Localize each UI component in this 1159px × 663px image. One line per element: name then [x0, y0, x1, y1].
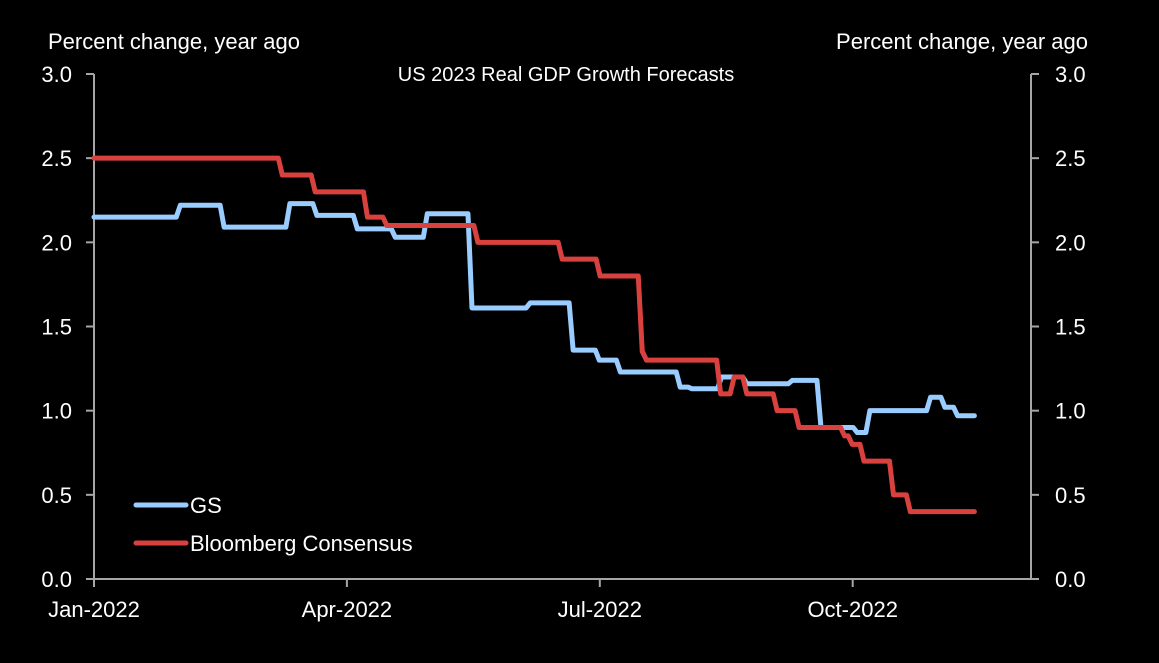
- y-tick-label-right: 3.0: [1055, 62, 1086, 87]
- x-tick-label: Jul-2022: [558, 597, 642, 622]
- x-tick-label: Oct-2022: [807, 597, 898, 622]
- y-tick-label-left: 2.0: [41, 230, 72, 255]
- y-tick-label-right: 0.5: [1055, 483, 1086, 508]
- y-tick-label-left: 2.5: [41, 146, 72, 171]
- chart-title: US 2023 Real GDP Growth Forecasts: [398, 64, 734, 86]
- y-tick-label-right: 2.0: [1055, 230, 1086, 255]
- legend-label-gs: GS: [190, 493, 222, 518]
- y-tick-label-left: 3.0: [41, 62, 72, 87]
- x-tick-label: Apr-2022: [302, 597, 393, 622]
- series-line-gs: [91, 201, 977, 436]
- series-lines: [91, 155, 977, 515]
- legend-label-bloomberg: Bloomberg Consensus: [190, 531, 413, 556]
- y-tick-label-right: 1.5: [1055, 315, 1086, 340]
- series-line-bloomberg: [91, 155, 977, 515]
- y-tick-label-right: 1.0: [1055, 399, 1086, 424]
- y-tick-label-left: 1.0: [41, 399, 72, 424]
- y-tick-label-right: 2.5: [1055, 146, 1086, 171]
- y-tick-label-left: 1.5: [41, 315, 72, 340]
- legend: GS Bloomberg Consensus: [133, 493, 413, 556]
- y-axis-label-right: Percent change, year ago: [836, 29, 1088, 54]
- y-axis-label-left: Percent change, year ago: [48, 29, 300, 54]
- y-tick-label-right: 0.0: [1055, 567, 1086, 592]
- x-tick-label: Jan-2022: [48, 597, 140, 622]
- y-tick-label-left: 0.5: [41, 483, 72, 508]
- axes: 0.0 0.0 0.5 0.5 1.0 1.0 1.5 1.5 2.0 2.0 2.5 2.5 3.0 3…: [41, 62, 1085, 622]
- y-tick-label-left: 0.0: [41, 567, 72, 592]
